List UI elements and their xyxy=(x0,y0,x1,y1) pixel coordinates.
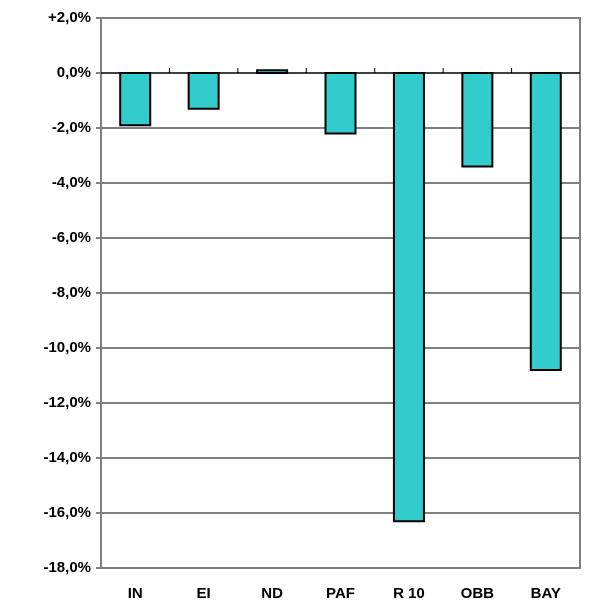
bar xyxy=(119,72,152,127)
y-tick-label: -6,0% xyxy=(52,229,91,246)
y-tick-label: +2,0% xyxy=(48,9,91,26)
bar xyxy=(187,72,220,110)
x-tick-label: R 10 xyxy=(393,585,425,602)
x-tick-label: ND xyxy=(261,585,283,602)
y-tick-label: -14,0% xyxy=(43,449,91,466)
bar xyxy=(461,72,494,168)
x-tick-label: IN xyxy=(128,585,143,602)
y-tick-label: -2,0% xyxy=(52,119,91,136)
y-tick-label: -4,0% xyxy=(52,174,91,191)
y-tick-label: -12,0% xyxy=(43,394,91,411)
bar xyxy=(256,69,289,74)
y-tick-label: -8,0% xyxy=(52,284,91,301)
y-tick-label: -18,0% xyxy=(43,559,91,576)
y-tick-label: -10,0% xyxy=(43,339,91,356)
bar xyxy=(529,72,562,371)
x-tick-label: OBB xyxy=(461,585,495,602)
x-tick-label: BAY xyxy=(531,585,561,602)
bar xyxy=(392,72,425,523)
y-tick-label: 0,0% xyxy=(57,64,91,81)
bar xyxy=(324,72,357,135)
x-tick-label: EI xyxy=(197,585,211,602)
x-tick-label: PAF xyxy=(326,585,355,602)
plot-border xyxy=(100,17,581,569)
y-tick-label: -16,0% xyxy=(43,504,91,521)
